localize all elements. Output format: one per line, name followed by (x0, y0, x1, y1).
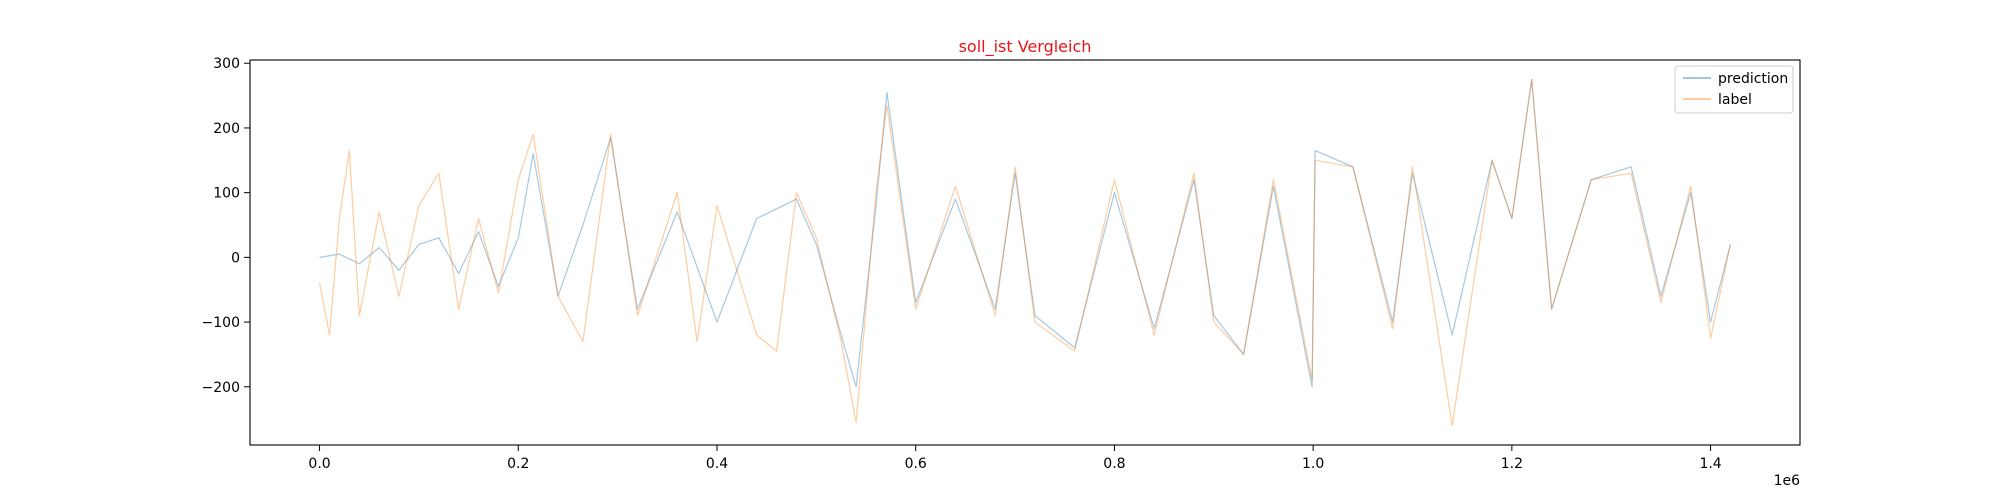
y-tick-label: −100 (202, 315, 240, 331)
x-tick-label: 1.2 (1501, 456, 1523, 472)
legend-label-prediction: prediction (1718, 71, 1788, 87)
series-layer (319, 78, 1731, 427)
x-offset-label: 1e6 (1774, 473, 1801, 489)
x-tick-label: 1.0 (1302, 456, 1324, 472)
chart-title: soll_ist Vergleich (959, 37, 1092, 57)
x-tick-label: 0.4 (706, 456, 728, 472)
x-tick-label: 0.6 (905, 456, 927, 472)
x-axis: 0.0 0.2 0.4 0.6 0.8 1.0 1.2 1.4 (308, 445, 1722, 472)
x-tick-label: 0.8 (1103, 456, 1125, 472)
legend: prediction label (1674, 65, 1794, 114)
y-tick-label: 300 (213, 56, 240, 72)
series-line-label (319, 78, 1731, 427)
x-tick-label: 1.4 (1699, 456, 1721, 472)
x-tick-label: 0.0 (308, 456, 330, 472)
y-axis: −200 −100 0 100 200 300 (202, 56, 250, 396)
x-tick-label: 0.2 (507, 456, 529, 472)
series-line-prediction (319, 78, 1731, 388)
y-tick-label: 0 (231, 250, 240, 266)
legend-label-label: label (1718, 92, 1752, 108)
plot-frame (249, 59, 1801, 446)
y-tick-label: −200 (202, 380, 240, 396)
y-tick-label: 100 (213, 186, 240, 202)
y-tick-label: 200 (213, 121, 240, 137)
